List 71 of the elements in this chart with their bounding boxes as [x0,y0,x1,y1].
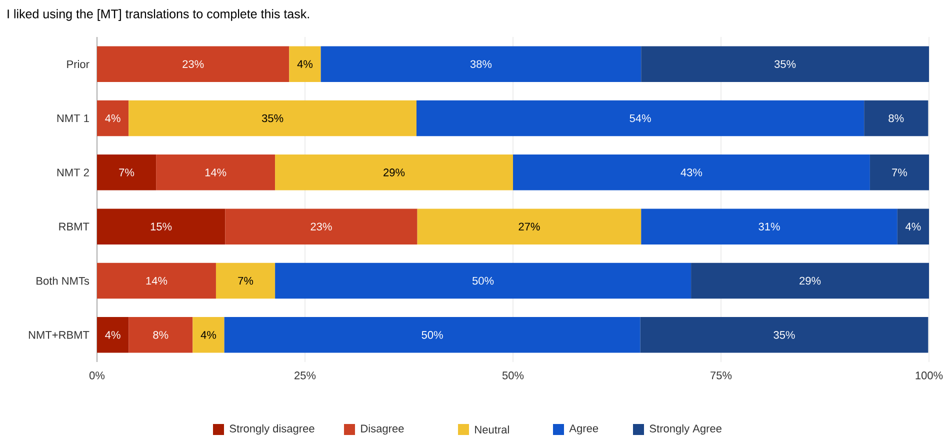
data-label: 4% [297,60,313,68]
bar [97,154,156,190]
chart-title: I liked using the [MT] translations to complete this task. [8,9,309,21]
data-label: 14% [205,168,226,176]
data-label: 38% [470,60,492,68]
y-tick-label: NMT 2 [57,168,89,176]
data-label: 31% [758,222,780,230]
bar [97,208,226,244]
data-label: 4% [906,222,921,230]
bar [97,317,129,353]
data-label: 29% [800,276,821,285]
bar [870,154,930,190]
bar [128,317,193,353]
data-label: 35% [262,114,284,122]
bar [275,262,692,299]
data-label: 43% [680,168,702,176]
bar [897,208,930,244]
x-tick-label: 0% [89,372,105,380]
data-label: 23% [310,222,332,230]
bar [416,100,864,136]
x-tick-label: 75% [710,372,732,380]
data-label: 7% [892,168,908,176]
data-label: 4% [200,331,216,339]
bar [225,208,418,244]
data-label: 50% [472,276,494,285]
x-tick-label: 50% [502,372,524,380]
legend-label: Disagree [361,424,404,435]
data-label: 8% [888,114,904,122]
y-tick-label: NMT 1 [57,114,89,122]
bar [641,208,898,244]
bar [97,46,290,82]
x-tick-label: 25% [294,372,316,380]
bar [417,208,642,244]
bar [97,100,129,136]
data-label: 35% [774,331,795,339]
data-label: 4% [105,331,120,339]
x-tick-label: 100% [916,372,943,380]
bar [97,262,216,299]
data-label: 23% [182,60,204,68]
bar [513,154,870,190]
legend-label: Neutral [475,425,509,434]
data-label: 7% [119,168,134,176]
data-label: 27% [518,222,540,230]
bar [128,100,416,136]
bar [691,262,930,299]
bar [641,46,930,82]
bar [640,317,928,353]
data-label: 35% [774,60,796,68]
data-label: 54% [630,114,651,122]
y-tick-label: RBMT [59,222,90,230]
data-label: 29% [384,168,405,176]
bar [864,100,928,136]
bar [289,46,321,82]
bar [192,317,224,353]
y-tick-label: NMT+RBMT [28,331,90,339]
legend-label: Strongly disagree [230,424,314,435]
bar [275,154,514,190]
bar [156,154,276,190]
y-tick-label: Prior [67,60,90,68]
bar [224,317,640,353]
data-label: 4% [105,114,120,122]
bar [320,46,642,82]
data-label: 15% [150,222,172,230]
data-label: 7% [238,276,254,285]
data-label: 14% [146,276,168,285]
data-label: 8% [153,331,168,339]
bar [216,262,276,299]
data-label: 50% [422,331,443,339]
legend-label: Agree [569,424,598,434]
y-tick-label: Both NMTs [36,276,90,285]
legend-label: Strongly Agree [650,424,722,435]
